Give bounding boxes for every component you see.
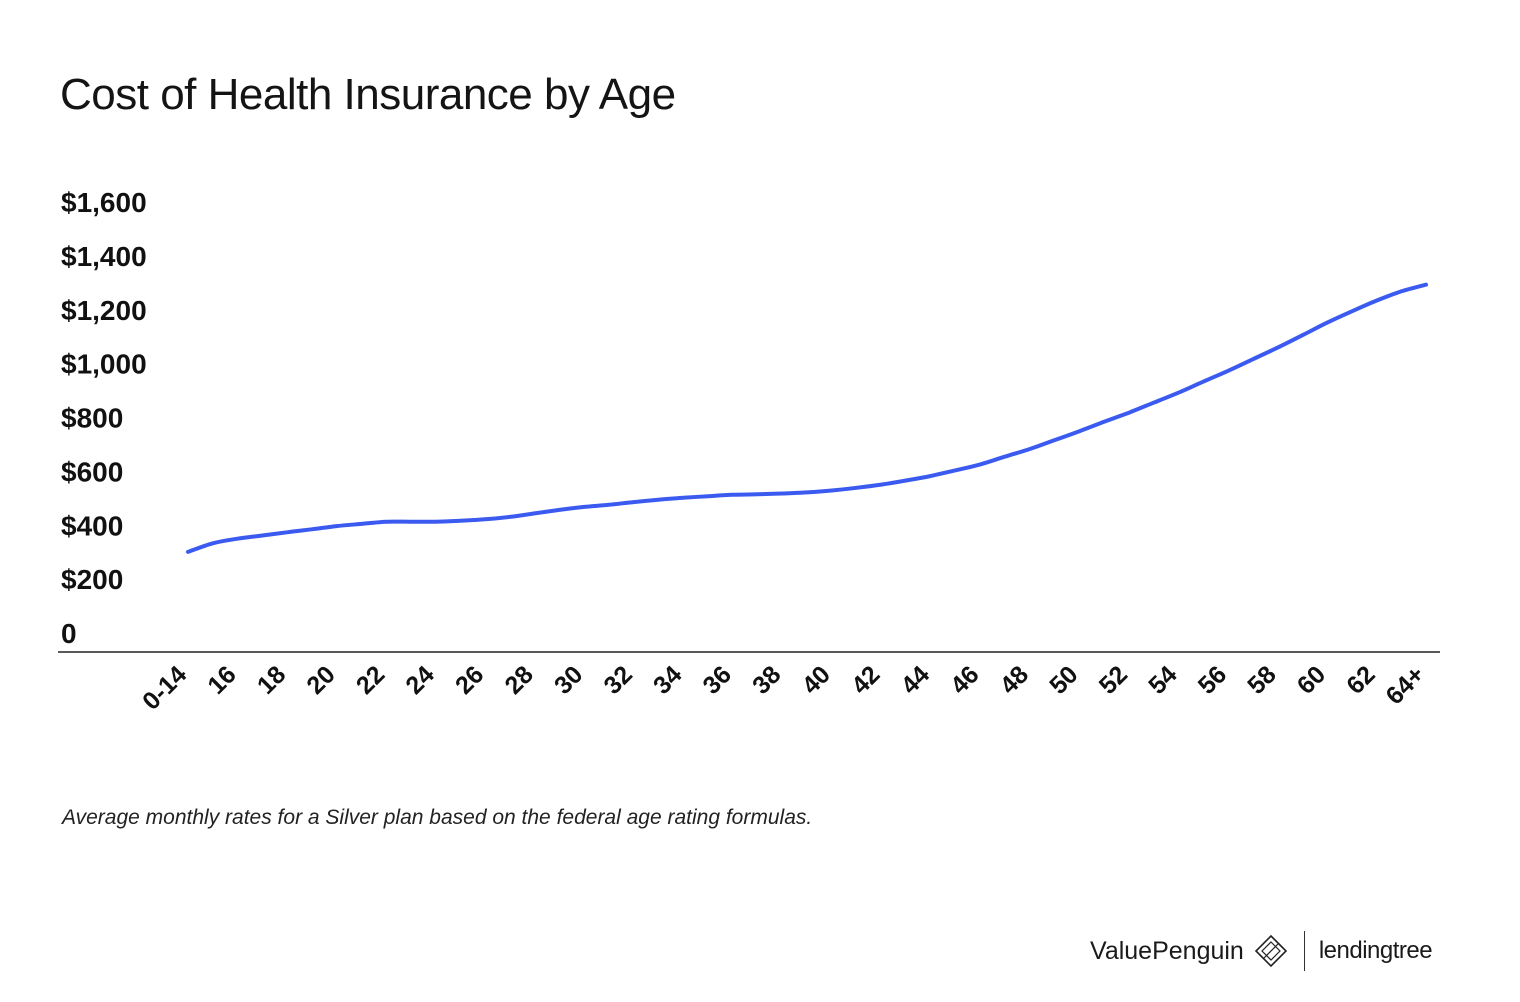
x-tick-label: 64+ — [1380, 660, 1430, 710]
y-axis-ticks: 0 $200 $400 $600 $800 $1,000 $1,200 $1,400 $1,60… — [61, 187, 147, 649]
x-tick-label: 18 — [252, 660, 292, 700]
x-tick-label: 28 — [499, 660, 539, 700]
x-tick-label: 52 — [1094, 660, 1133, 699]
x-tick-label: 22 — [351, 660, 390, 699]
series-line — [186, 282, 1428, 554]
branding: ValuePenguin lendingtree — [1090, 928, 1433, 974]
valuepenguin-logo-text: ValuePenguin — [1090, 936, 1244, 965]
x-tick-label: 40 — [797, 660, 836, 699]
brand-divider — [1303, 931, 1305, 971]
y-tick-label: $1,600 — [61, 187, 147, 218]
y-tick-label: $600 — [61, 456, 123, 487]
chart-title: Cost of Health Insurance by Age — [60, 70, 676, 119]
x-tick-label: 56 — [1193, 660, 1232, 699]
x-tick-label: 62 — [1341, 660, 1380, 699]
y-tick-label: $800 — [61, 403, 123, 434]
x-tick-label: 30 — [549, 660, 588, 699]
x-tick-label: 16 — [202, 660, 241, 699]
x-tick-label: 34 — [648, 660, 688, 700]
chart-caption: Average monthly rates for a Silver plan … — [62, 806, 813, 829]
x-tick-label: 0-14 — [137, 660, 192, 715]
x-tick-label: 46 — [945, 660, 984, 699]
valuepenguin-logo-icon — [1254, 934, 1287, 968]
x-tick-label: 24 — [400, 660, 440, 700]
y-tick-label: 0 — [61, 618, 77, 649]
x-tick-label: 54 — [1143, 660, 1183, 700]
y-tick-label: $1,000 — [61, 349, 147, 380]
y-tick-label: $1,200 — [61, 295, 147, 326]
y-tick-label: $400 — [61, 510, 123, 541]
y-tick-label: $1,400 — [61, 241, 147, 272]
x-tick-label: 38 — [747, 660, 787, 700]
series-group — [186, 282, 1428, 554]
x-tick-label: 20 — [301, 660, 340, 699]
x-tick-label: 26 — [450, 660, 489, 699]
x-tick-label: 58 — [1242, 660, 1282, 700]
x-tick-label: 48 — [995, 660, 1035, 700]
y-tick-label: $200 — [61, 564, 123, 595]
x-tick-label: 32 — [598, 660, 637, 699]
x-tick-label: 44 — [896, 660, 936, 700]
x-tick-label: 50 — [1044, 660, 1083, 699]
x-tick-label: 36 — [697, 660, 736, 699]
x-tick-label: 42 — [846, 660, 885, 699]
x-axis-ticks: 0-14 16 18 20 22 24 26 28 30 32 34 36 38 40 42 44 46 48 50… — [137, 660, 1430, 715]
lendingtree-logo-text: lendingtree — [1318, 937, 1433, 964]
x-tick-label: 60 — [1292, 660, 1331, 699]
